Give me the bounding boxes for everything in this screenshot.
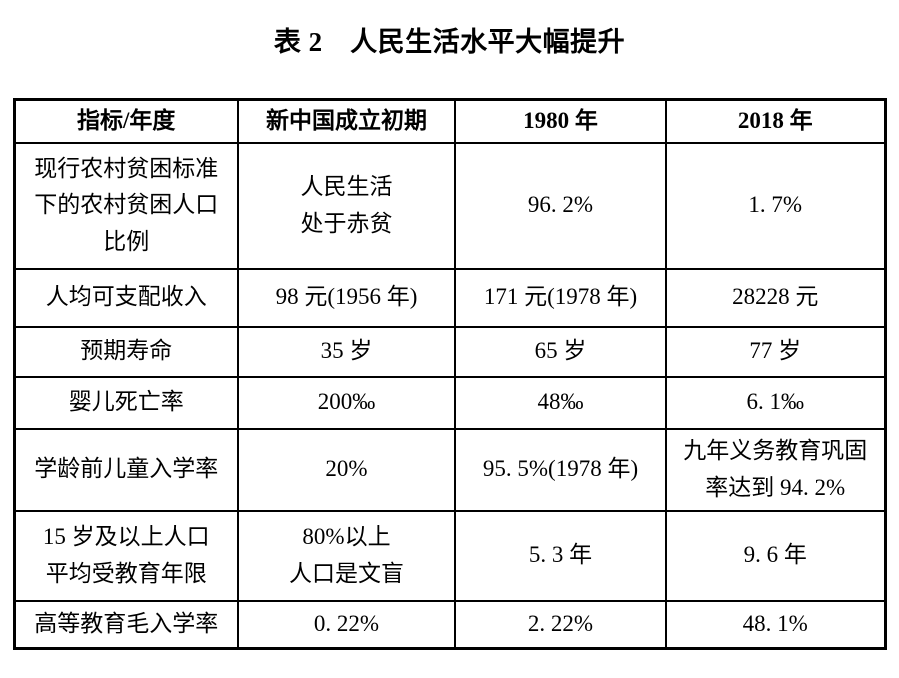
cell-rural-poverty-1980: 96. 2% — [454, 141, 667, 270]
header-2018: 2018 年 — [665, 98, 886, 144]
cell-disposable-income-1980: 171 元(1978 年) — [454, 267, 667, 328]
cell-higher-education-initial: 0. 22% — [237, 599, 456, 650]
cell-disposable-income-2018: 28228 元 — [665, 267, 886, 328]
row-average-education-years: 15 岁及以上人口 平均受教育年限 80%以上 人口是文盲 5. 3 年 9. … — [13, 509, 886, 602]
cell-education-years-1980: 5. 3 年 — [454, 509, 667, 602]
cell-education-years-initial: 80%以上 人口是文盲 — [237, 509, 456, 602]
row-preschool-enrollment: 学龄前儿童入学率 20% 95. 5%(1978 年) 九年义务教育巩固 率达到… — [13, 427, 886, 512]
cell-life-expectancy-initial: 35 岁 — [237, 325, 456, 378]
row-life-expectancy: 预期寿命 35 岁 65 岁 77 岁 — [13, 325, 886, 378]
cell-infant-mortality-1980: 48‰ — [454, 375, 667, 430]
row-infant-mortality: 婴儿死亡率 200‰ 48‰ 6. 1‰ — [13, 375, 886, 430]
cell-preschool-enrollment-1980: 95. 5%(1978 年) — [454, 427, 667, 512]
table-title: 表 2 人民生活水平大幅提升 — [273, 27, 626, 57]
cell-life-expectancy-1980: 65 岁 — [454, 325, 667, 378]
cell-higher-education-2018: 48. 1% — [665, 599, 886, 650]
cell-infant-mortality-indicator: 婴儿死亡率 — [13, 375, 239, 430]
cell-higher-education-indicator: 高等教育毛入学率 — [13, 599, 239, 650]
row-rural-poverty-ratio: 现行农村贫困标准 下的农村贫困人口 比例 人民生活 处于赤贫 96. 2% 1.… — [13, 141, 886, 270]
cell-rural-poverty-initial: 人民生活 处于赤贫 — [237, 141, 456, 270]
cell-rural-poverty-2018: 1. 7% — [665, 141, 886, 270]
cell-preschool-enrollment-initial: 20% — [237, 427, 456, 512]
table-header-row: 指标/年度 新中国成立初期 1980 年 2018 年 — [13, 98, 886, 144]
cell-infant-mortality-2018: 6. 1‰ — [665, 375, 886, 430]
cell-disposable-income-indicator: 人均可支配收入 — [13, 267, 239, 328]
header-indicator-year: 指标/年度 — [13, 98, 239, 144]
cell-rural-poverty-indicator: 现行农村贫困标准 下的农村贫困人口 比例 — [13, 141, 239, 270]
cell-life-expectancy-2018: 77 岁 — [665, 325, 886, 378]
cell-infant-mortality-initial: 200‰ — [237, 375, 456, 430]
cell-education-years-indicator: 15 岁及以上人口 平均受教育年限 — [13, 509, 239, 602]
cell-preschool-enrollment-indicator: 学龄前儿童入学率 — [13, 427, 239, 512]
living-standards-table: 指标/年度 新中国成立初期 1980 年 2018 年 现行农村贫困标准 下的农… — [12, 98, 887, 651]
cell-disposable-income-initial: 98 元(1956 年) — [237, 267, 456, 328]
row-disposable-income: 人均可支配收入 98 元(1956 年) 171 元(1978 年) 28228… — [13, 267, 886, 328]
cell-education-years-2018: 9. 6 年 — [665, 509, 886, 602]
cell-life-expectancy-indicator: 预期寿命 — [13, 325, 239, 378]
cell-higher-education-1980: 2. 22% — [454, 599, 667, 650]
header-1980: 1980 年 — [454, 98, 667, 144]
row-higher-education-enrollment: 高等教育毛入学率 0. 22% 2. 22% 48. 1% — [13, 599, 886, 650]
cell-preschool-enrollment-2018: 九年义务教育巩固 率达到 94. 2% — [665, 427, 886, 512]
header-early-prc: 新中国成立初期 — [237, 98, 456, 144]
